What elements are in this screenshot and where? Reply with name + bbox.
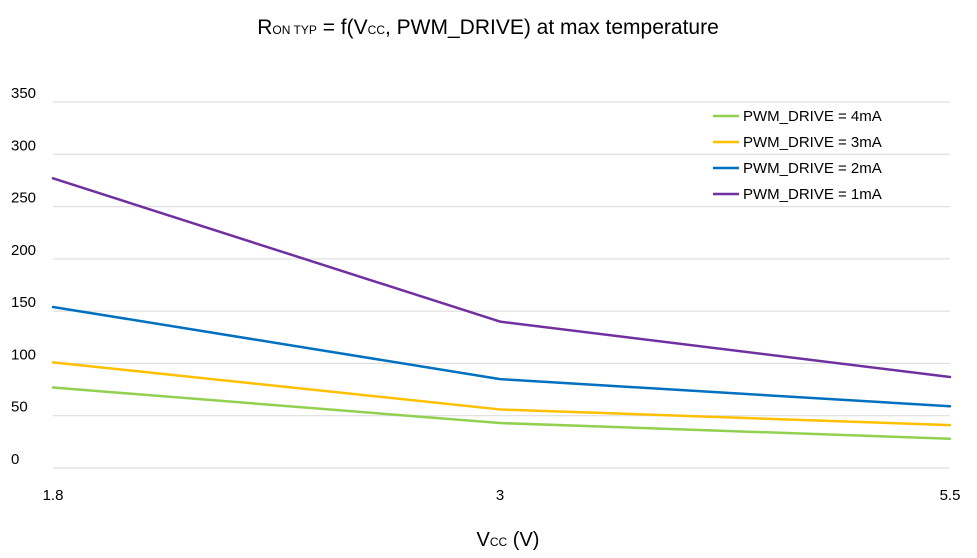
- title-v-subscript: CC: [368, 23, 386, 37]
- gridlines: [53, 101, 950, 469]
- x-tick-label: 1.8: [43, 487, 64, 504]
- series-line: [51, 386, 952, 440]
- series-line: [51, 361, 952, 427]
- x-tick-label: 5.5: [940, 487, 961, 504]
- series-lines: [51, 177, 952, 440]
- legend: PWM_DRIVE = 4mA PWM_DRIVE = 3mA PWM_DRIVE …: [713, 108, 882, 203]
- title-r-subscript: ON TYP: [272, 23, 316, 37]
- title-r: R: [257, 16, 272, 39]
- y-axis-tick-labels: 0 50 100 150 200 250 300 350: [11, 85, 36, 468]
- y-tick-label: 200: [11, 242, 36, 259]
- title-mid: = f(V: [317, 16, 368, 39]
- x-tick-label: 3: [496, 487, 504, 504]
- legend-label: PWM_DRIVE = 1mA: [743, 186, 882, 203]
- series-line: [51, 305, 952, 408]
- title-end: , PWM_DRIVE) at max temperature: [385, 16, 719, 39]
- x-axis-title: VCC (V): [477, 529, 540, 551]
- y-tick-label: 150: [11, 294, 36, 311]
- y-tick-label: 0: [11, 451, 19, 468]
- y-tick-label: 250: [11, 190, 36, 207]
- legend-label: PWM_DRIVE = 3mA: [743, 134, 882, 151]
- xlabel-end: (V): [507, 529, 539, 551]
- xlabel-v: V: [477, 529, 491, 551]
- y-tick-label: 50: [11, 399, 28, 416]
- xlabel-v-subscript: CC: [490, 535, 508, 549]
- y-tick-label: 350: [11, 85, 36, 102]
- legend-label: PWM_DRIVE = 4mA: [743, 108, 882, 125]
- y-tick-label: 100: [11, 346, 36, 363]
- series-line: [51, 177, 952, 379]
- chart-title: RON TYP = f(VCC, PWM_DRIVE) at max tempe…: [257, 16, 719, 39]
- x-axis-tick-labels: 1.8 3 5.5: [43, 487, 961, 504]
- y-tick-label: 300: [11, 137, 36, 154]
- legend-label: PWM_DRIVE = 2mA: [743, 160, 882, 177]
